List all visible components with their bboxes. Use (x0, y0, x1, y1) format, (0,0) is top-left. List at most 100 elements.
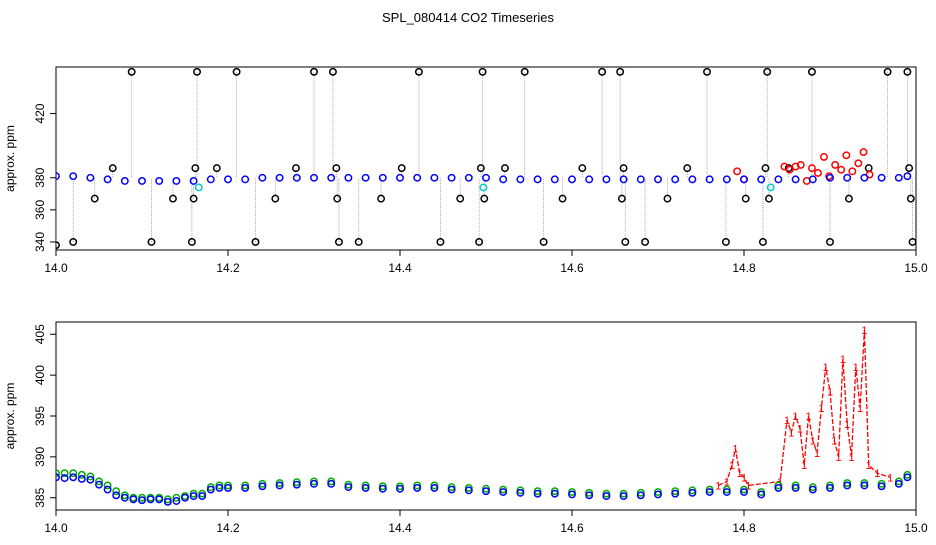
data-point (641, 238, 650, 246)
data-point (740, 175, 748, 184)
data-point (814, 168, 822, 177)
data-point (378, 482, 387, 491)
data-point (191, 164, 200, 173)
y-axis-title: approx. ppm (3, 383, 17, 450)
data-point (774, 481, 783, 490)
data-point (860, 481, 869, 490)
data-point (722, 488, 731, 496)
series-1 (56, 67, 916, 250)
data-point (906, 194, 915, 203)
data-point (785, 165, 794, 174)
data-point (808, 483, 817, 492)
data-point (585, 488, 594, 497)
data-point (292, 480, 301, 489)
y-tick-label: 385 (33, 487, 47, 507)
data-point (189, 489, 198, 498)
data-point (464, 483, 473, 492)
data-point (761, 164, 770, 173)
data-point (844, 194, 853, 203)
data-point (533, 487, 542, 496)
data-point (705, 175, 714, 184)
data-point-label: 1 (840, 354, 846, 366)
data-point (327, 479, 336, 488)
y-tick-label: 340 (33, 232, 47, 252)
data-point (831, 160, 840, 169)
data-point (733, 167, 742, 176)
data-point (758, 238, 767, 246)
data-point (671, 175, 680, 184)
data-point (480, 194, 489, 203)
data-point (740, 488, 748, 496)
data-point (344, 480, 353, 489)
data-point (413, 483, 422, 492)
data-point (516, 486, 525, 495)
data-point (550, 175, 559, 184)
data-point (837, 165, 846, 174)
data-point (103, 175, 112, 184)
data-point-label: 1 (729, 460, 735, 472)
y-tick-label: 395 (33, 406, 47, 426)
data-point (903, 172, 912, 181)
x-tick-label: 14.2 (216, 521, 240, 535)
data-point (475, 238, 484, 246)
data-point (619, 164, 628, 173)
data-point (877, 173, 886, 182)
data-point (430, 481, 439, 490)
data-point (766, 183, 775, 192)
data-point (447, 485, 456, 494)
data-point (464, 173, 473, 182)
data-point (721, 238, 730, 246)
data-point-label: 1 (784, 415, 790, 427)
data-point (482, 173, 490, 182)
data-point (377, 194, 386, 203)
data-point (275, 173, 284, 182)
data-point (654, 175, 662, 184)
x-tick-label: 14.6 (560, 261, 584, 275)
data-point (654, 490, 662, 499)
data-point (764, 194, 773, 203)
data-point-label: 1 (831, 436, 837, 448)
data-point (292, 173, 301, 182)
data-point (56, 473, 60, 482)
data-point (181, 493, 189, 502)
data-point (550, 487, 559, 496)
data-point (258, 173, 267, 182)
data-point (533, 175, 542, 184)
data-point (843, 479, 852, 487)
data-point (120, 493, 129, 502)
y-tick-label: 360 (33, 200, 47, 220)
x-tick-label: 14.8 (732, 261, 756, 275)
data-point (56, 469, 60, 478)
data-point (757, 490, 766, 499)
data-point (464, 486, 473, 495)
x-tick-label: 14.4 (388, 521, 412, 535)
data-point (636, 488, 645, 497)
y-axis-title: approx. ppm (3, 125, 17, 192)
data-point (877, 479, 886, 488)
data-point (310, 67, 318, 76)
data-point-label: 1 (818, 403, 824, 415)
data-point (826, 483, 834, 492)
data-point (69, 469, 78, 478)
data-point (69, 172, 78, 181)
data-point (354, 238, 363, 246)
data-point (333, 194, 342, 203)
data-point (791, 175, 800, 184)
data-point-label: 1 (793, 411, 799, 423)
x-tick-label: 14.0 (44, 521, 68, 535)
data-point (147, 238, 156, 246)
data-point (598, 67, 607, 76)
x-tick-label: 14.2 (216, 261, 240, 275)
data-point-label: 1 (848, 452, 854, 464)
data-point (860, 479, 869, 487)
data-point (112, 487, 121, 496)
data-point (90, 194, 99, 203)
data-point-label: 1 (827, 386, 833, 398)
data-point (479, 183, 488, 192)
data-point (129, 495, 138, 504)
data-point (189, 194, 198, 203)
data-point (163, 497, 172, 506)
data-point (903, 470, 912, 479)
data-point (292, 478, 301, 487)
